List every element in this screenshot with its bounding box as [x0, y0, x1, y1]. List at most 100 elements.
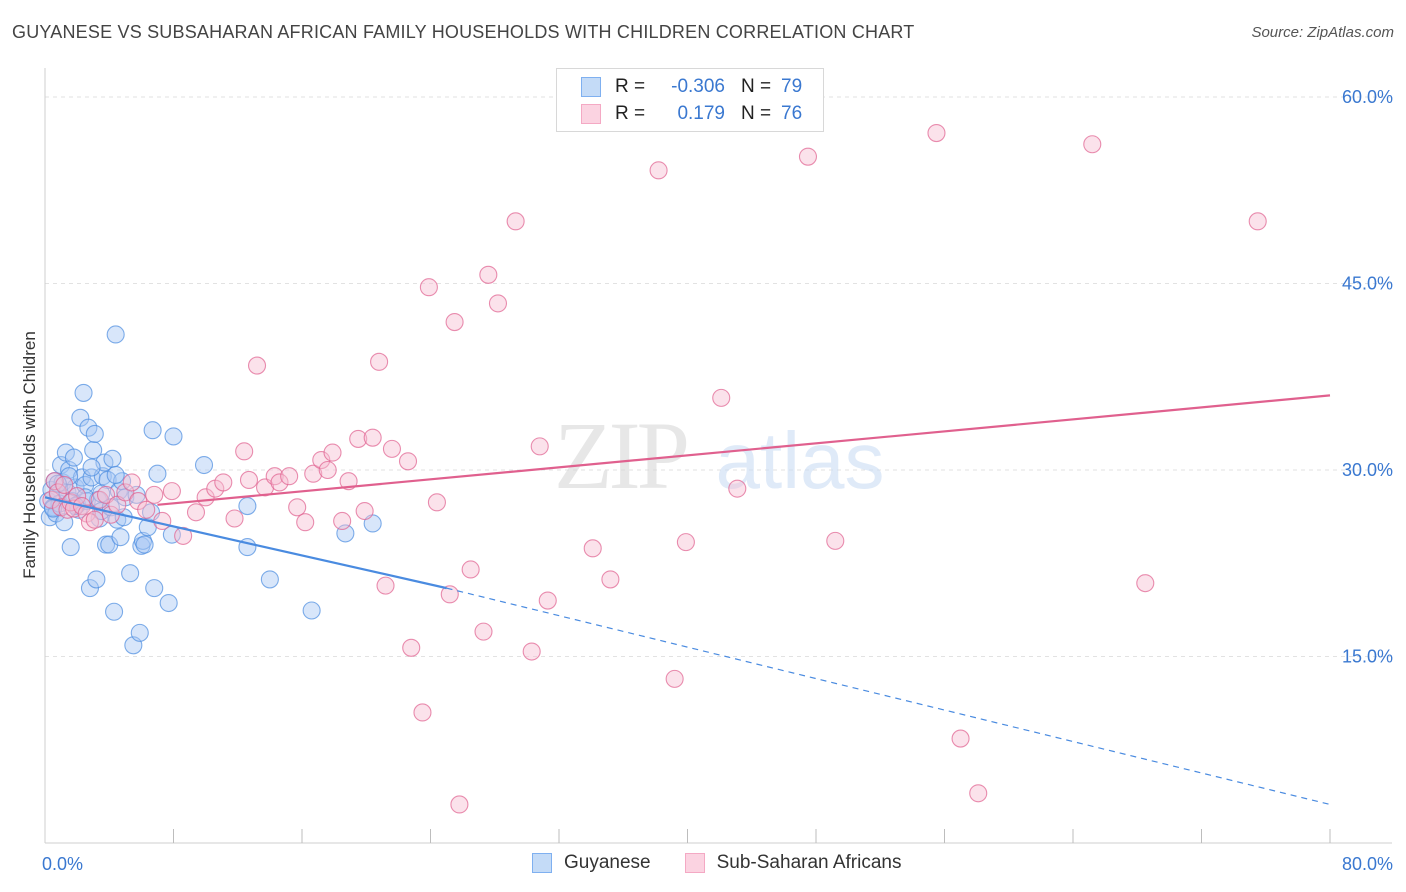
- legend-r-label: R =: [615, 103, 646, 124]
- legend-item-subsaharan[interactable]: Sub-Saharan Africans: [684, 852, 901, 874]
- data-point: [265, 467, 284, 486]
- data-point: [323, 443, 342, 462]
- legend-n-label: N =: [741, 103, 772, 124]
- data-point: [312, 451, 331, 470]
- series-subsaharan: [42, 124, 1267, 814]
- data-point: [676, 533, 695, 552]
- data-point: [349, 429, 368, 448]
- data-point: [214, 473, 233, 492]
- watermark-atlas: atlas: [716, 416, 885, 505]
- data-point: [798, 147, 818, 166]
- data-point: [159, 593, 178, 613]
- data-point: [506, 212, 525, 231]
- data-point: [135, 535, 154, 554]
- data-point: [239, 470, 259, 489]
- data-point: [55, 475, 74, 494]
- data-point: [186, 503, 206, 522]
- data-point: [174, 526, 193, 545]
- legend-swatch-subsaharan: [581, 104, 601, 124]
- data-point: [522, 642, 541, 661]
- correlation-legend: R = -0.306 N = 79 R = 0.179 N = 76: [556, 68, 824, 132]
- data-point: [145, 579, 164, 598]
- data-point: [103, 449, 122, 468]
- data-point: [1248, 212, 1267, 231]
- data-point: [61, 538, 80, 557]
- trend-line-subsaharan: [157, 394, 1331, 506]
- data-point: [148, 464, 167, 483]
- source-label: Source: ZipAtlas.com: [1251, 24, 1394, 41]
- data-point: [363, 428, 382, 447]
- data-point: [194, 455, 214, 475]
- legend-n-value: 76: [781, 103, 803, 124]
- legend-n-label: N =: [741, 76, 772, 97]
- data-point: [583, 539, 602, 558]
- legend-r-label: R =: [615, 76, 646, 97]
- data-point: [122, 473, 141, 492]
- data-point: [951, 729, 970, 748]
- data-point: [826, 531, 845, 550]
- data-point: [280, 467, 299, 486]
- data-point: [87, 570, 106, 589]
- x-tick-label: 0.0%: [42, 854, 83, 874]
- data-point: [427, 493, 446, 512]
- data-point: [121, 564, 140, 583]
- data-point: [712, 388, 731, 407]
- data-point: [728, 479, 747, 498]
- data-point: [106, 325, 125, 344]
- data-points: [39, 124, 1267, 814]
- data-point: [927, 124, 946, 143]
- data-point: [1083, 135, 1102, 154]
- data-point: [302, 601, 321, 620]
- legend-row-guyanese: R = -0.306 N = 79: [581, 74, 802, 100]
- data-point: [235, 442, 254, 461]
- data-point: [538, 591, 557, 610]
- data-point: [413, 703, 432, 722]
- y-tick-label: 45.0%: [1342, 274, 1393, 294]
- data-point: [339, 472, 358, 491]
- data-point: [402, 638, 421, 657]
- legend-item-guyanese[interactable]: Guyanese: [532, 852, 651, 874]
- data-point: [247, 356, 267, 375]
- data-point: [270, 473, 289, 492]
- data-point: [474, 622, 493, 641]
- data-point: [60, 467, 79, 486]
- data-point: [105, 602, 124, 621]
- data-point: [137, 500, 156, 519]
- data-point: [106, 465, 125, 485]
- data-point: [382, 439, 402, 458]
- data-point: [440, 585, 459, 604]
- watermark-zip: ZIP: [554, 402, 687, 509]
- data-point: [74, 383, 93, 402]
- data-point: [143, 421, 162, 440]
- trend-line-guyanese: [44, 496, 447, 590]
- data-point: [45, 472, 64, 491]
- legend-swatch-guyanese: [532, 853, 552, 873]
- data-point: [333, 511, 352, 531]
- data-point: [116, 483, 135, 502]
- trend-extension-guyanese: [446, 587, 1331, 806]
- data-point: [80, 513, 100, 532]
- gridlines: [45, 96, 1392, 657]
- data-point: [64, 448, 83, 467]
- trend-lines: [44, 394, 1331, 806]
- chart-title: GUYANESE VS SUBSAHARAN AFRICAN FAMILY HO…: [12, 22, 915, 42]
- data-point: [82, 458, 101, 477]
- data-point: [969, 784, 988, 803]
- data-point: [649, 161, 668, 180]
- data-point: [100, 535, 119, 554]
- data-point: [85, 510, 104, 529]
- data-point: [288, 498, 307, 517]
- y-tick-label: 15.0%: [1342, 647, 1393, 667]
- data-point: [419, 278, 438, 297]
- data-point: [145, 485, 164, 504]
- data-point: [398, 452, 418, 471]
- data-point: [225, 509, 244, 528]
- legend-swatch-guyanese: [581, 77, 601, 97]
- data-point: [376, 576, 395, 595]
- legend-r-value: -0.306: [671, 76, 725, 97]
- data-point: [85, 424, 104, 443]
- data-point: [461, 560, 480, 579]
- legend-label-guyanese: Guyanese: [564, 852, 651, 873]
- legend-swatch-subsaharan: [684, 853, 705, 873]
